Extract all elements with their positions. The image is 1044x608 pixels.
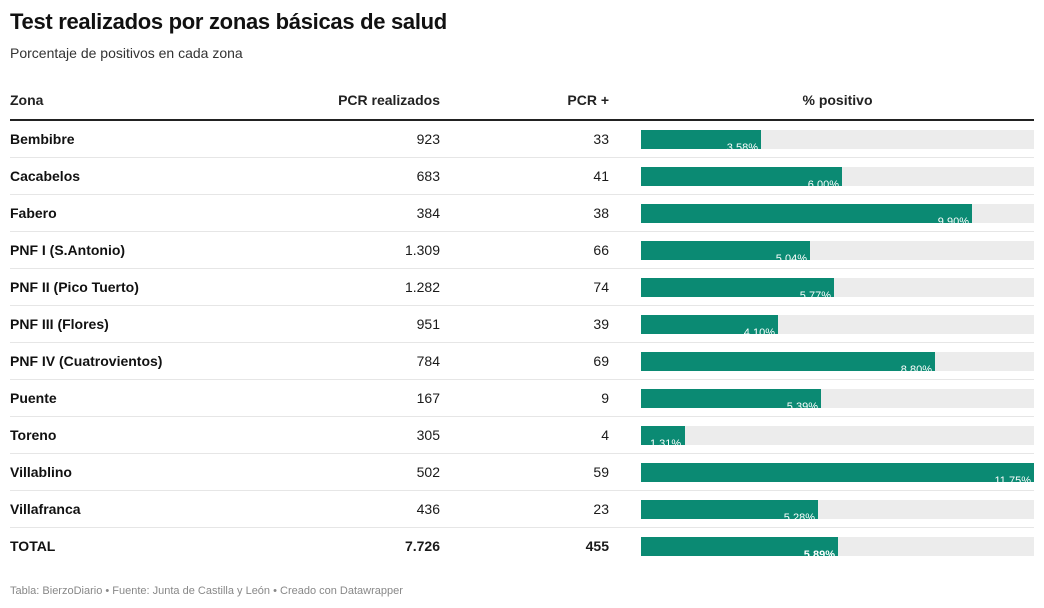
bar-track: 5,77% [641, 278, 1034, 302]
cell-zona: PNF I (S.Antonio) [10, 242, 126, 258]
pct-label: 9,90% [937, 216, 969, 228]
cell-pcr-positivos: 23 [593, 501, 609, 517]
cell-zona: Puente [10, 390, 57, 406]
cell-zona: Villablino [10, 464, 72, 480]
table-row-total: TOTAL 7.726 455 5,89% [10, 528, 1034, 565]
data-table: Zona PCR realizados PCR + % positivo Bem… [10, 82, 1034, 565]
pct-label: 3,58% [726, 142, 758, 154]
cell-zona: Cacabelos [10, 168, 81, 184]
pct-bar [641, 278, 834, 297]
pct-bar [641, 130, 761, 149]
col-header-pcr-positivos: PCR + [567, 92, 609, 108]
table-row: PNF II (Pico Tuerto) 1.282 74 5,77% [10, 269, 1034, 306]
cell-zona: Toreno [10, 427, 57, 443]
bar-track: 5,89% [641, 537, 1034, 561]
cell-zona: Bembibre [10, 131, 75, 147]
cell-pcr-positivos: 66 [593, 242, 609, 258]
pct-bar [641, 167, 842, 186]
pct-bar [641, 315, 778, 334]
source-footer: Tabla: BierzoDiario • Fuente: Junta de C… [10, 585, 403, 597]
pct-bar [641, 204, 972, 223]
bar-track: 5,28% [641, 500, 1034, 524]
chart-subtitle: Porcentaje de positivos en cada zona [10, 45, 243, 61]
cell-pcr-realizados: 1.282 [404, 279, 440, 295]
bar-track: 6,00% [641, 167, 1034, 191]
cell-zona: PNF IV (Cuatrovientos) [10, 353, 163, 369]
cell-zona: TOTAL [10, 538, 56, 554]
pct-label: 5,04% [775, 253, 807, 265]
bar-track: 9,90% [641, 204, 1034, 228]
bar-track: 8,80% [641, 352, 1034, 376]
cell-pcr-positivos: 4 [601, 427, 609, 443]
cell-pcr-realizados: 384 [416, 205, 440, 221]
bar-track: 4,10% [641, 315, 1034, 339]
cell-zona: PNF III (Flores) [10, 316, 109, 332]
cell-pcr-realizados: 784 [416, 353, 440, 369]
pct-label: 1,31% [650, 438, 682, 450]
bar-track: 1,31% [641, 426, 1034, 450]
cell-pcr-realizados: 1.309 [404, 242, 440, 258]
cell-zona: PNF II (Pico Tuerto) [10, 279, 139, 295]
pct-label: 5,89% [803, 549, 835, 561]
bar-track: 11,75% [641, 463, 1034, 487]
table-row: PNF IV (Cuatrovientos) 784 69 8,80% [10, 343, 1034, 380]
pct-bar [641, 426, 685, 445]
col-header-zona: Zona [10, 92, 44, 108]
table-header: Zona PCR realizados PCR + % positivo [10, 82, 1034, 121]
cell-pcr-positivos: 38 [593, 205, 609, 221]
cell-pcr-realizados: 305 [416, 427, 440, 443]
table-row: Cacabelos 683 41 6,00% [10, 158, 1034, 195]
bar-track: 5,39% [641, 389, 1034, 413]
table-row: Puente 167 9 5,39% [10, 380, 1034, 417]
pct-label: 5,77% [799, 290, 831, 302]
col-header-pct-positivo: % positivo [802, 92, 873, 108]
pct-bar [641, 500, 818, 519]
cell-pcr-positivos: 455 [585, 538, 609, 554]
table-row: PNF III (Flores) 951 39 4,10% [10, 306, 1034, 343]
cell-pcr-realizados: 923 [416, 131, 440, 147]
table-body: Bembibre 923 33 3,58% Cacabelos 683 41 6,00% Fab… [10, 121, 1034, 565]
table-row: Bembibre 923 33 3,58% [10, 121, 1034, 158]
cell-pcr-realizados: 683 [416, 168, 440, 184]
pct-label: 6,00% [807, 179, 839, 191]
pct-bar [641, 241, 810, 260]
cell-pcr-realizados: 436 [416, 501, 440, 517]
pct-label: 11,75% [994, 475, 1032, 487]
bar-track: 3,58% [641, 130, 1034, 154]
cell-pcr-positivos: 74 [593, 279, 609, 295]
cell-pcr-realizados: 502 [416, 464, 440, 480]
cell-pcr-realizados: 167 [416, 390, 440, 406]
pct-bar [641, 537, 838, 556]
col-header-pcr-realizados: PCR realizados [338, 92, 440, 108]
cell-pcr-positivos: 41 [593, 168, 609, 184]
table-row: Toreno 305 4 1,31% [10, 417, 1034, 454]
table-row: Fabero 384 38 9,90% [10, 195, 1034, 232]
pct-label: 5,39% [786, 401, 818, 413]
cell-zona: Fabero [10, 205, 57, 221]
cell-pcr-positivos: 59 [593, 464, 609, 480]
pct-bar [641, 352, 935, 371]
cell-pcr-positivos: 39 [593, 316, 609, 332]
table-row: PNF I (S.Antonio) 1.309 66 5,04% [10, 232, 1034, 269]
cell-pcr-positivos: 9 [601, 390, 609, 406]
cell-pcr-positivos: 69 [593, 353, 609, 369]
bar-track: 5,04% [641, 241, 1034, 265]
table-row: Villablino 502 59 11,75% [10, 454, 1034, 491]
cell-pcr-realizados: 7.726 [404, 538, 440, 554]
cell-zona: Villafranca [10, 501, 81, 517]
table-row: Villafranca 436 23 5,28% [10, 491, 1034, 528]
pct-label: 4,10% [743, 327, 775, 339]
cell-pcr-realizados: 951 [416, 316, 440, 332]
chart-title: Test realizados por zonas básicas de sal… [10, 9, 447, 34]
pct-label: 8,80% [900, 364, 932, 376]
pct-bar [641, 463, 1034, 482]
pct-label: 5,28% [783, 512, 815, 524]
cell-pcr-positivos: 33 [593, 131, 609, 147]
pct-bar [641, 389, 821, 408]
